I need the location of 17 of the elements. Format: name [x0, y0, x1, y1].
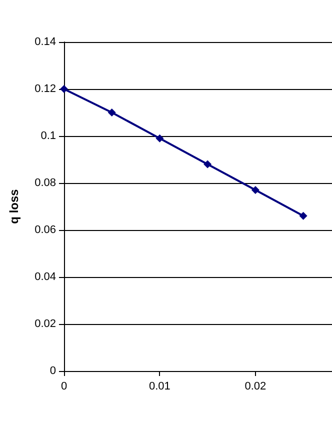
y-tick-label: 0.08 [34, 177, 56, 189]
y-tick-label: 0.04 [34, 271, 56, 283]
y-axis-title: q loss [7, 188, 21, 224]
x-tick-label: 0 [60, 380, 68, 392]
x-tick-label: 0.02 [244, 380, 266, 392]
y-tick-label: 0.14 [34, 36, 56, 48]
point [108, 108, 116, 116]
y-tick-label: 0.1 [40, 130, 56, 142]
y-tick-label: 0 [50, 365, 56, 377]
point [156, 134, 164, 142]
y-tick-label: 0.12 [34, 83, 56, 95]
point [299, 212, 308, 220]
point [251, 186, 260, 194]
y-tick-label: 0.06 [34, 224, 56, 236]
point [204, 160, 212, 168]
y-tick-label: 0.02 [34, 318, 56, 330]
x-tick-label: 0.01 [149, 380, 170, 392]
